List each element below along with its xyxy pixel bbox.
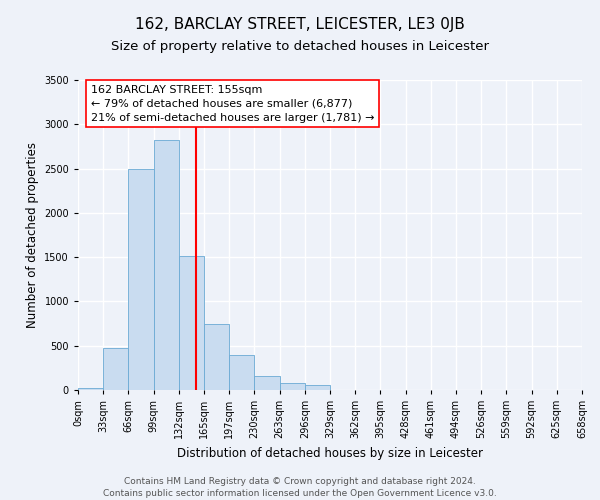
Text: Contains public sector information licensed under the Open Government Licence v3: Contains public sector information licen…: [103, 489, 497, 498]
Bar: [179, 256, 204, 390]
Text: 162 BARCLAY STREET: 155sqm
← 79% of detached houses are smaller (6,877)
21% of s: 162 BARCLAY STREET: 155sqm ← 79% of deta…: [91, 84, 374, 122]
Bar: [280, 384, 305, 390]
Bar: [154, 140, 179, 390]
Bar: [103, 348, 128, 390]
Y-axis label: Number of detached properties: Number of detached properties: [26, 142, 38, 328]
Bar: [204, 324, 229, 390]
Text: Size of property relative to detached houses in Leicester: Size of property relative to detached ho…: [111, 40, 489, 53]
X-axis label: Distribution of detached houses by size in Leicester: Distribution of detached houses by size …: [177, 446, 483, 460]
Text: 162, BARCLAY STREET, LEICESTER, LE3 0JB: 162, BARCLAY STREET, LEICESTER, LE3 0JB: [135, 18, 465, 32]
Text: Contains HM Land Registry data © Crown copyright and database right 2024.: Contains HM Land Registry data © Crown c…: [124, 478, 476, 486]
Bar: [305, 385, 330, 390]
Bar: [254, 376, 280, 390]
Bar: [78, 388, 103, 390]
Bar: [128, 168, 154, 390]
Bar: [229, 354, 254, 390]
